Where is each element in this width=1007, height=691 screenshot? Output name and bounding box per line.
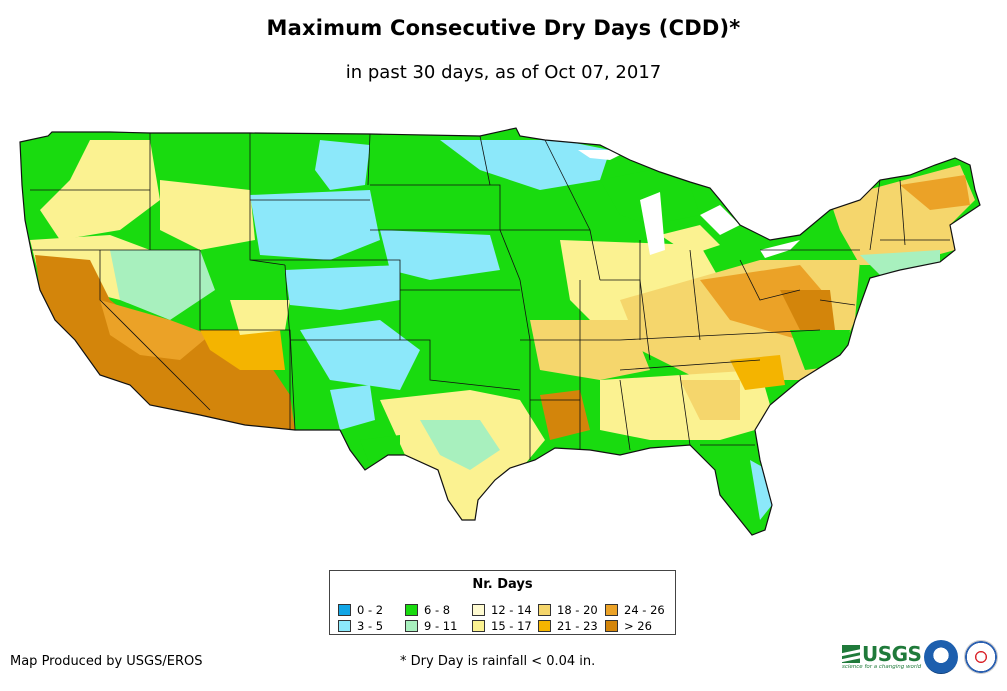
legend-item-24-26: 24 - 26 xyxy=(605,603,665,617)
legend-swatch xyxy=(605,620,618,632)
lake-huron xyxy=(700,205,740,235)
legend-item-18-20: 18 - 20 xyxy=(538,603,598,617)
legend-swatch xyxy=(338,620,351,632)
legend-item-15-17: 15 - 17 xyxy=(472,619,532,633)
legend-item-21-23: 21 - 23 xyxy=(538,619,598,633)
cdd-raster xyxy=(20,128,980,535)
legend-swatch xyxy=(472,620,485,632)
produced-by-credit: Map Produced by USGS/EROS xyxy=(10,654,203,669)
lake-michigan xyxy=(640,192,665,255)
legend-item-gt-26: > 26 xyxy=(605,619,652,633)
us-cdd-map xyxy=(19,127,981,536)
legend-title: Nr. Days xyxy=(472,577,533,592)
legend-item-9-11: 9 - 11 xyxy=(405,619,457,633)
legend-swatch xyxy=(338,604,351,616)
usgs-logo: USGS xyxy=(842,642,922,666)
legend-item-3-5: 3 - 5 xyxy=(338,619,383,633)
legend-swatch xyxy=(605,604,618,616)
dry-day-footnote: * Dry Day is rainfall < 0.04 in. xyxy=(400,654,596,669)
legend-item-0-2: 0 - 2 xyxy=(338,603,383,617)
noaa-seal-icon xyxy=(924,640,958,674)
usgs-wave-icon xyxy=(842,645,860,663)
legend-swatch xyxy=(405,620,418,632)
agency-logos: USGS science for a changing world xyxy=(842,638,1002,678)
usgs-tagline: science for a changing world xyxy=(842,664,922,670)
legend: Nr. Days 0 - 2 3 - 5 6 - 8 9 - 11 12 - 1… xyxy=(329,570,676,635)
legend-swatch xyxy=(538,604,551,616)
legend-swatch xyxy=(538,620,551,632)
legend-swatch xyxy=(472,604,485,616)
legend-item-6-8: 6 - 8 xyxy=(405,603,450,617)
map-subtitle: in past 30 days, as of Oct 07, 2017 xyxy=(345,62,662,83)
legend-item-12-14: 12 - 14 xyxy=(472,603,532,617)
lake-erie xyxy=(760,240,800,258)
lake-superior xyxy=(578,150,630,160)
legend-swatch xyxy=(405,604,418,616)
state-boundaries xyxy=(19,127,981,536)
nws-seal-icon xyxy=(964,640,998,674)
map-title: Maximum Consecutive Dry Days (CDD)* xyxy=(266,16,741,40)
